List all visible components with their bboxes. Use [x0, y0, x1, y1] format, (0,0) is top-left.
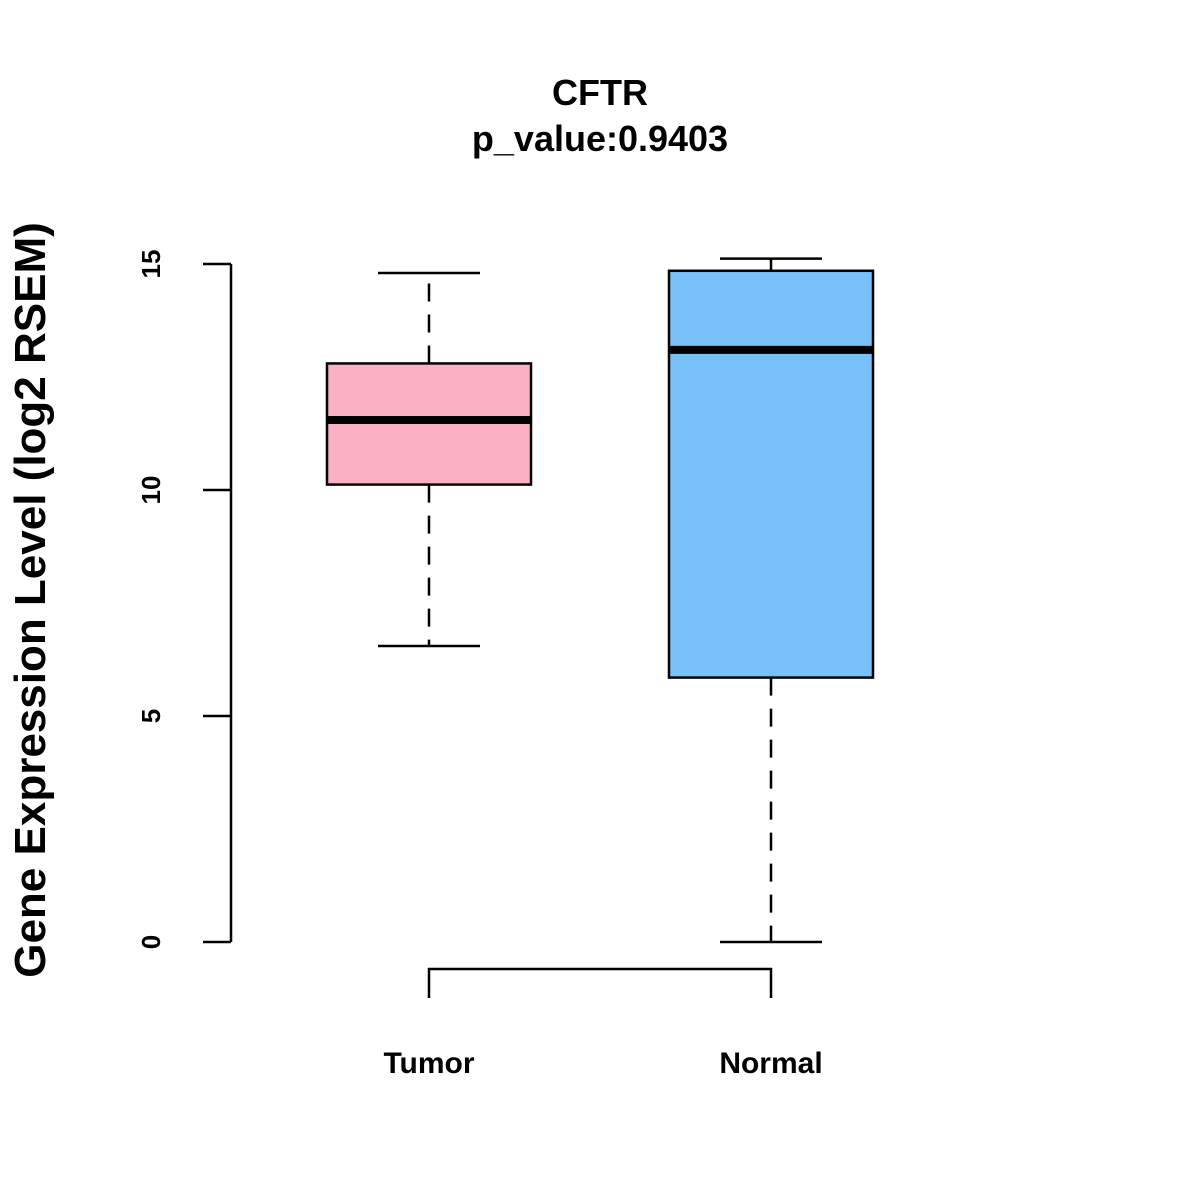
box-normal: [667, 257, 875, 944]
y-tick-label-0: 0: [136, 935, 166, 949]
boxes-group: [325, 257, 875, 944]
y-tick-label-10: 10: [136, 476, 166, 505]
box-rect-tumor: [325, 362, 533, 486]
chart-subtitle: p_value:0.9403: [472, 118, 728, 159]
box-tumor: [325, 271, 533, 648]
category-label-normal: Normal: [719, 1047, 822, 1080]
y-axis: 0 5 10 15: [136, 250, 233, 949]
bracket-line: [427, 967, 773, 998]
box-rect-normal: [667, 269, 875, 679]
y-tick-label-15: 15: [136, 250, 166, 279]
comparison-bracket: [427, 967, 773, 998]
y-axis-label: Gene Expression Level (log2 RSEM): [6, 222, 55, 978]
category-labels: Tumor Normal: [383, 1047, 822, 1080]
category-label-tumor: Tumor: [383, 1047, 474, 1080]
chart-title: CFTR: [552, 72, 648, 113]
y-tick-label-5: 5: [136, 709, 166, 723]
